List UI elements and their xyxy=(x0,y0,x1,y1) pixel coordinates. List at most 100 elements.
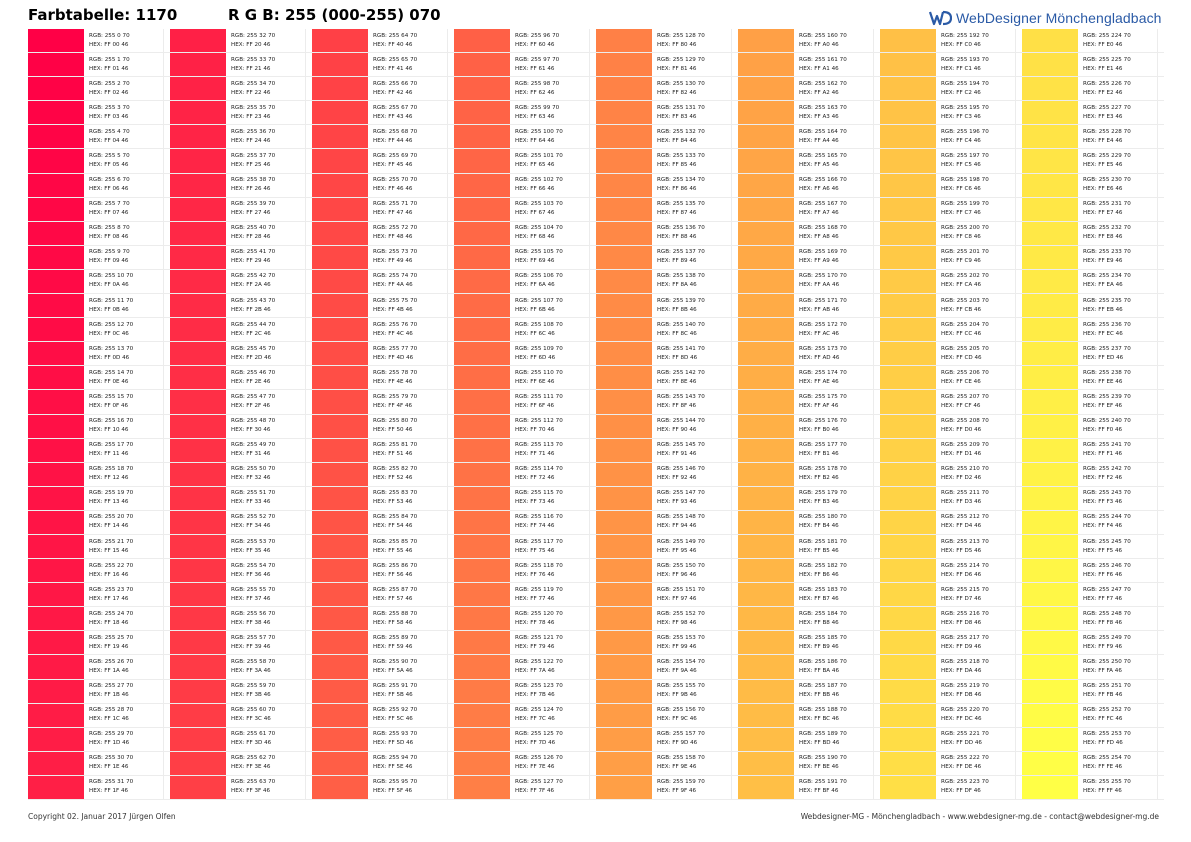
color-values: RGB: 255 177 70 HEX: FF B1 46 xyxy=(794,438,874,462)
hex-value: HEX: FF AF 46 xyxy=(799,402,839,409)
color-swatch xyxy=(1022,294,1078,318)
hex-value: HEX: FF 9C 46 xyxy=(657,716,697,723)
color-values: RGB: 255 78 70 HEX: FF 4E 46 xyxy=(368,366,448,390)
color-swatch xyxy=(312,125,368,149)
hex-value: HEX: FF 29 46 xyxy=(231,258,271,265)
color-cell: RGB: 255 238 70 HEX: FF EE 46 xyxy=(1022,366,1164,391)
hex-value: HEX: FF E6 46 xyxy=(1083,186,1123,193)
color-swatch xyxy=(738,125,794,149)
hex-value: HEX: FF 2F 46 xyxy=(231,402,271,409)
color-cell: RGB: 255 43 70 HEX: FF 2B 46 xyxy=(170,294,312,319)
color-swatch xyxy=(312,583,368,607)
color-cell: RGB: 255 40 70 HEX: FF 28 46 xyxy=(170,221,312,246)
color-values: RGB: 255 130 70 HEX: FF 82 46 xyxy=(652,77,732,101)
hex-value: HEX: FF 7F 46 xyxy=(515,788,555,795)
rgb-value: RGB: 255 46 70 xyxy=(231,369,276,376)
color-cell: RGB: 255 236 70 HEX: FF EC 46 xyxy=(1022,318,1164,343)
color-cell: RGB: 255 37 70 HEX: FF 25 46 xyxy=(170,149,312,174)
color-swatch xyxy=(170,486,226,510)
color-values: RGB: 255 58 70 HEX: FF 3A 46 xyxy=(226,655,306,679)
color-swatch xyxy=(170,197,226,221)
rgb-value: RGB: 255 19 70 xyxy=(89,490,134,497)
hex-value: HEX: FF 5A 46 xyxy=(373,667,413,674)
color-cell: RGB: 255 206 70 HEX: FF CE 46 xyxy=(880,366,1022,391)
rgb-value: RGB: 255 191 70 xyxy=(799,779,847,786)
rgb-value: RGB: 255 21 70 xyxy=(89,538,134,545)
hex-value: HEX: FF 11 46 xyxy=(89,451,129,458)
color-cell: RGB: 255 39 70 HEX: FF 27 46 xyxy=(170,197,312,222)
hex-value: HEX: FF 60 46 xyxy=(515,41,555,48)
color-cell: RGB: 255 152 70 HEX: FF 98 46 xyxy=(596,607,738,632)
color-cell: RGB: 255 144 70 HEX: FF 90 46 xyxy=(596,414,738,439)
color-values: RGB: 255 242 70 HEX: FF F2 46 xyxy=(1078,462,1158,486)
rgb-value: RGB: 255 192 70 xyxy=(941,32,989,39)
color-swatch xyxy=(28,294,84,318)
color-cell: RGB: 255 192 70 HEX: FF C0 46 xyxy=(880,29,1022,54)
color-cell: RGB: 255 217 70 HEX: FF D9 46 xyxy=(880,631,1022,656)
rgb-value: RGB: 255 245 70 xyxy=(1083,538,1131,545)
color-cell: RGB: 255 150 70 HEX: FF 96 46 xyxy=(596,559,738,584)
rgb-value: RGB: 255 73 70 xyxy=(373,249,418,256)
color-cell: RGB: 255 251 70 HEX: FF FB 46 xyxy=(1022,679,1164,704)
color-swatch xyxy=(880,414,936,438)
color-values: RGB: 255 112 70 HEX: FF 70 46 xyxy=(510,414,590,438)
hex-value: HEX: FF 9B 46 xyxy=(657,692,697,699)
color-cell: RGB: 255 145 70 HEX: FF 91 46 xyxy=(596,438,738,463)
color-values: RGB: 255 29 70 HEX: FF 1D 46 xyxy=(84,727,164,751)
hex-value: HEX: FF DE 46 xyxy=(941,764,982,771)
rgb-value: RGB: 255 179 70 xyxy=(799,490,847,497)
color-swatch xyxy=(1022,101,1078,125)
color-values: RGB: 255 155 70 HEX: FF 9B 46 xyxy=(652,679,732,703)
rgb-value: RGB: 255 36 70 xyxy=(231,128,276,135)
color-swatch xyxy=(312,294,368,318)
color-swatch xyxy=(454,53,510,77)
color-cell: RGB: 255 242 70 HEX: FF F2 46 xyxy=(1022,462,1164,487)
color-swatch xyxy=(312,149,368,173)
color-cell: RGB: 255 201 70 HEX: FF C9 46 xyxy=(880,245,1022,270)
color-swatch xyxy=(738,29,794,53)
rgb-value: RGB: 255 231 70 xyxy=(1083,201,1131,208)
color-swatch xyxy=(1022,486,1078,510)
color-values: RGB: 255 66 70 HEX: FF 42 46 xyxy=(368,77,448,101)
color-swatch xyxy=(596,414,652,438)
color-values: RGB: 255 56 70 HEX: FF 38 46 xyxy=(226,607,306,631)
color-values: RGB: 255 250 70 HEX: FF FA 46 xyxy=(1078,655,1158,679)
color-swatch xyxy=(738,269,794,294)
color-cell: RGB: 255 26 70 HEX: FF 1A 46 xyxy=(28,655,170,680)
color-swatch xyxy=(454,294,510,318)
hex-value: HEX: FF 14 46 xyxy=(89,523,129,530)
color-values: RGB: 255 87 70 HEX: FF 57 46 xyxy=(368,583,448,607)
color-swatch xyxy=(1022,559,1078,583)
color-swatch xyxy=(596,197,652,221)
color-cell: RGB: 255 245 70 HEX: FF F5 46 xyxy=(1022,534,1164,560)
color-values: RGB: 255 107 70 HEX: FF 6B 46 xyxy=(510,294,590,318)
rgb-value: RGB: 255 110 70 xyxy=(515,369,563,376)
hex-value: HEX: FF 2A 46 xyxy=(231,282,271,289)
hex-value: HEX: FF 0E 46 xyxy=(89,378,129,385)
color-values: RGB: 255 226 70 HEX: FF E2 46 xyxy=(1078,77,1158,101)
color-values: RGB: 255 115 70 HEX: FF 73 46 xyxy=(510,486,590,510)
color-swatch xyxy=(28,655,84,679)
color-cell: RGB: 255 20 70 HEX: FF 14 46 xyxy=(28,510,170,535)
color-values: RGB: 255 201 70 HEX: FF C9 46 xyxy=(936,245,1016,269)
color-cell: RGB: 255 11 70 HEX: FF 0B 46 xyxy=(28,294,170,319)
color-swatch xyxy=(454,197,510,221)
color-cell: RGB: 255 140 70 HEX: FF 8C 46 xyxy=(596,318,738,343)
color-values: RGB: 255 137 70 HEX: FF 89 46 xyxy=(652,245,732,269)
logo: WebDesigner Mönchengladbach xyxy=(928,8,1162,28)
color-swatch xyxy=(596,390,652,414)
color-swatch xyxy=(28,173,84,197)
color-swatch xyxy=(1022,510,1078,534)
color-cell: RGB: 255 170 70 HEX: FF AA 46 xyxy=(738,269,880,295)
rgb-value: RGB: 255 154 70 xyxy=(657,658,705,665)
color-swatch xyxy=(312,679,368,703)
hex-value: HEX: FF 2C 46 xyxy=(231,330,271,337)
rgb-value: RGB: 255 8 70 xyxy=(89,225,130,232)
color-swatch xyxy=(596,727,652,751)
color-values: RGB: 255 133 70 HEX: FF 85 46 xyxy=(652,149,732,173)
color-swatch xyxy=(312,438,368,462)
color-values: RGB: 255 110 70 HEX: FF 6E 46 xyxy=(510,366,590,390)
color-cell: RGB: 255 55 70 HEX: FF 37 46 xyxy=(170,583,312,608)
hex-value: HEX: FF D0 46 xyxy=(941,427,982,434)
color-swatch xyxy=(596,366,652,390)
